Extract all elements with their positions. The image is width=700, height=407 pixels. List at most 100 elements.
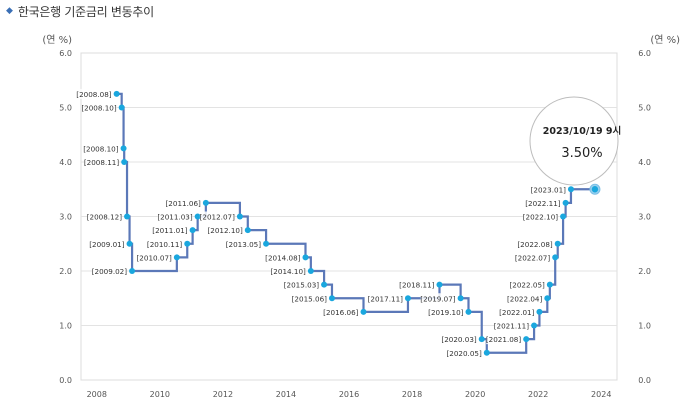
y-axis-label-right: (연 %) bbox=[650, 34, 680, 46]
data-point bbox=[554, 240, 561, 247]
point-label-bg bbox=[92, 266, 128, 276]
data-point bbox=[546, 281, 553, 288]
point-label-bg bbox=[207, 225, 243, 236]
point-label-bg bbox=[509, 279, 545, 290]
diamond-bullet-icon: ◆ bbox=[6, 6, 13, 16]
point-label: [2022.05] bbox=[509, 281, 545, 290]
point-label-bg bbox=[515, 252, 551, 263]
point-label-bg bbox=[265, 252, 301, 263]
data-point bbox=[536, 308, 543, 315]
point-label: [2022.11] bbox=[525, 199, 561, 208]
point-label-bg bbox=[530, 184, 566, 195]
point-label-bg bbox=[152, 225, 188, 236]
point-label-bg bbox=[323, 306, 359, 317]
point-label-bg bbox=[147, 238, 183, 249]
point-label: [2008.12] bbox=[87, 213, 123, 222]
data-point bbox=[531, 322, 538, 329]
chart-series bbox=[113, 90, 601, 356]
point-label: [2016.06] bbox=[323, 308, 359, 317]
chart-axes: 0.0 0.0 1.0 1.0 2.0 2.0 3.0 3.0 4.0 4.0 5.0 5.0 6.0 6… bbox=[42, 34, 680, 399]
point-label-bg bbox=[291, 293, 327, 304]
point-label: [2020.05] bbox=[446, 349, 482, 358]
point-label-bg bbox=[494, 320, 530, 331]
y-tick-left: 6.0 bbox=[59, 49, 72, 58]
data-point bbox=[328, 295, 335, 302]
point-label-bg bbox=[499, 306, 535, 317]
data-point bbox=[124, 213, 131, 220]
callout-value: 3.50% bbox=[561, 146, 602, 161]
point-label-bg bbox=[523, 211, 559, 222]
x-tick: 2016 bbox=[339, 390, 359, 399]
point-label: [2011.01] bbox=[152, 226, 188, 235]
x-tick: 2010 bbox=[150, 390, 170, 399]
y-tick-right: 6.0 bbox=[638, 49, 651, 58]
point-label-bg bbox=[136, 252, 172, 263]
y-tick-right: 3.0 bbox=[638, 213, 651, 222]
point-label-bg bbox=[87, 211, 123, 222]
callout-bubble bbox=[529, 96, 619, 186]
point-label: [2015.03] bbox=[284, 281, 320, 290]
point-label-bg bbox=[83, 143, 119, 154]
data-point bbox=[560, 213, 567, 220]
data-point bbox=[552, 254, 559, 261]
point-label-bg bbox=[428, 306, 464, 317]
point-label: [2022.07] bbox=[515, 253, 551, 262]
point-label: [2022.10] bbox=[523, 213, 559, 222]
y-tick-left: 5.0 bbox=[59, 104, 72, 113]
point-label-bg bbox=[517, 238, 553, 249]
point-label-bg bbox=[165, 197, 201, 208]
point-label-bg bbox=[441, 334, 477, 345]
point-label: [2010.07] bbox=[137, 253, 173, 262]
data-point bbox=[120, 145, 127, 152]
highlight-point bbox=[591, 186, 599, 193]
point-label-bg bbox=[199, 211, 235, 222]
point-label-bg bbox=[507, 293, 543, 304]
point-label: [2022.08] bbox=[517, 240, 553, 249]
chart-title: 한국은행 기준금리 변동추이 bbox=[17, 4, 154, 19]
point-label-bg bbox=[486, 334, 522, 345]
data-point bbox=[523, 336, 530, 343]
y-tick-left: 3.0 bbox=[59, 213, 72, 222]
point-label: [2014.08] bbox=[265, 253, 301, 262]
point-label: [2009.01] bbox=[89, 240, 125, 249]
data-point bbox=[121, 159, 128, 165]
point-label: [2008.08] bbox=[76, 90, 112, 99]
point-label: [2013.05] bbox=[226, 240, 262, 249]
point-label: [2012.10] bbox=[207, 226, 243, 235]
point-label: [2019.10] bbox=[428, 308, 464, 317]
data-point bbox=[126, 240, 133, 247]
point-label-bg bbox=[367, 293, 403, 304]
x-tick: 2008 bbox=[87, 390, 107, 399]
chart-point-labels: [2008.08] [2008.10] [2008.10] [2008.11] [200… bbox=[76, 88, 567, 358]
point-label: [2009.02] bbox=[92, 267, 128, 276]
point-label: [2008.10] bbox=[83, 144, 119, 153]
point-label: [2008.11] bbox=[84, 158, 120, 167]
y-tick-right: 2.0 bbox=[638, 267, 651, 276]
x-tick: 2014 bbox=[276, 390, 296, 399]
point-label: [2019.07] bbox=[420, 294, 456, 303]
point-label-bg bbox=[157, 211, 193, 222]
chart-header: ◆ 한국은행 기준금리 변동추이 bbox=[6, 3, 154, 19]
point-label: [2018.11] bbox=[399, 281, 435, 290]
data-point bbox=[202, 199, 209, 206]
point-label: [2012.07] bbox=[200, 213, 236, 222]
point-label-bg bbox=[226, 238, 262, 249]
data-point bbox=[457, 295, 464, 302]
data-point bbox=[194, 213, 201, 220]
point-label-bg bbox=[525, 197, 561, 208]
data-point bbox=[436, 281, 443, 288]
data-point bbox=[113, 90, 120, 97]
point-label-bg bbox=[399, 279, 435, 290]
x-tick: 2018 bbox=[402, 390, 422, 399]
point-label-bg bbox=[446, 347, 482, 358]
point-label-bg bbox=[420, 293, 456, 304]
point-label: [2011.03] bbox=[157, 213, 193, 222]
data-point bbox=[244, 227, 251, 234]
data-point bbox=[118, 104, 125, 111]
point-label: [2023.01] bbox=[531, 185, 567, 194]
x-tick: 2022 bbox=[528, 390, 548, 399]
point-label: [2014.10] bbox=[271, 267, 307, 276]
data-point bbox=[302, 254, 309, 261]
data-point bbox=[173, 254, 180, 261]
